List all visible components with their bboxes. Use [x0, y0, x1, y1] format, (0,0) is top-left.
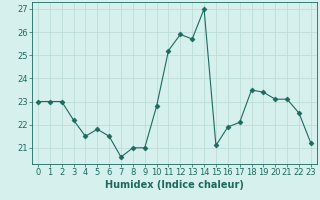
X-axis label: Humidex (Indice chaleur): Humidex (Indice chaleur) [105, 180, 244, 190]
